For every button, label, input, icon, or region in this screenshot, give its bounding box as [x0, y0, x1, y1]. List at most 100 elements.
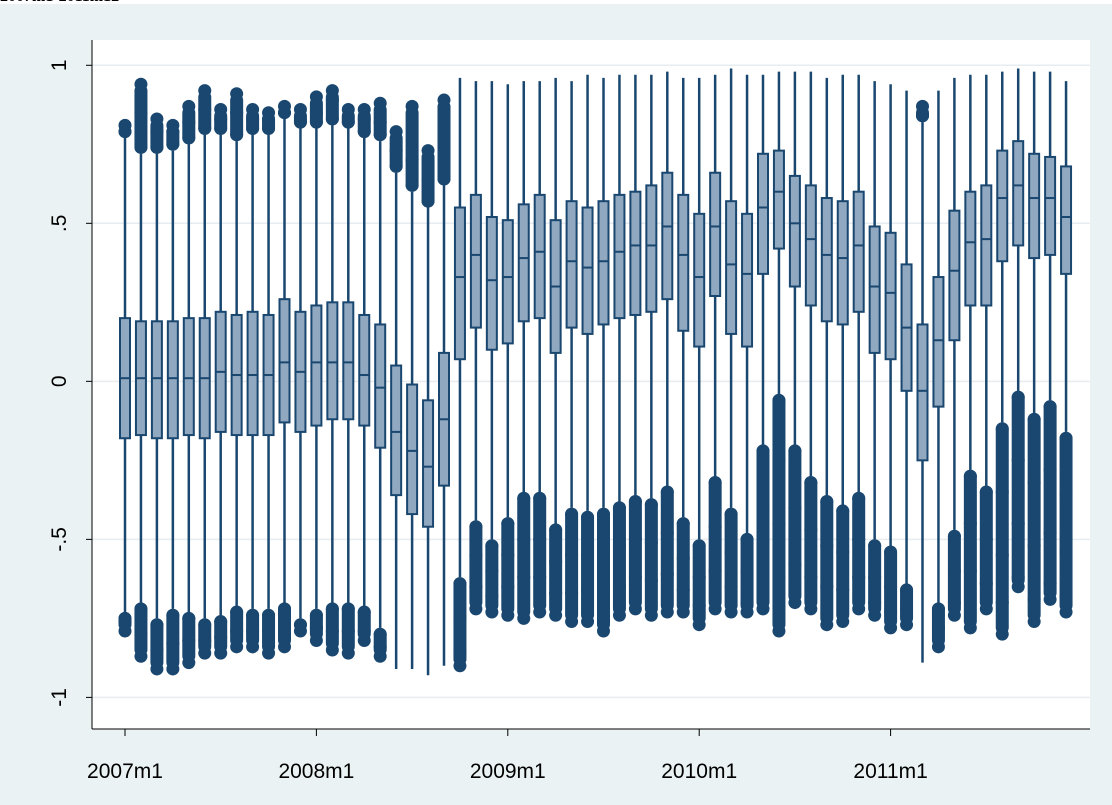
outlier-point: [931, 640, 945, 654]
outlier-point: [469, 548, 483, 562]
outlier-point: [341, 602, 355, 616]
outlier-point: [309, 106, 323, 120]
outlier-point: [628, 570, 642, 584]
outlier-point: [804, 570, 818, 584]
outlier-point: [979, 602, 993, 616]
boxes: [118, 68, 1073, 676]
outlier-point: [708, 602, 722, 616]
outlier-point: [979, 485, 993, 499]
outlier-point: [724, 580, 738, 594]
outlier-point: [214, 615, 228, 629]
outlier-point: [740, 605, 754, 619]
outlier-point: [150, 140, 164, 154]
outlier-point: [597, 548, 610, 562]
outlier-point: [230, 605, 244, 619]
box-2008m8: [421, 144, 435, 676]
outlier-point: [325, 643, 339, 657]
iqr-box: [772, 149, 785, 250]
outlier-stack: [565, 507, 579, 622]
outlier-stack: [517, 491, 531, 619]
box-2011m6: [963, 74, 977, 635]
outlier-point: [947, 529, 961, 543]
box-2010m7: [788, 71, 802, 610]
outlier-point: [453, 659, 467, 673]
outlier-stack: [612, 501, 626, 616]
outlier-point: [581, 583, 595, 597]
outlier-point: [214, 646, 228, 660]
outlier-point: [533, 605, 547, 619]
outlier-stack: [469, 520, 483, 609]
outlier-point: [836, 504, 850, 518]
outlier-point: [1011, 580, 1025, 594]
iqr-box: [996, 149, 1009, 263]
outlier-stack: [995, 422, 1009, 635]
outlier-point: [357, 605, 371, 619]
outlier-point: [612, 580, 626, 594]
outlier-point: [1027, 592, 1041, 606]
outlier-point: [772, 624, 786, 638]
outlier-point: [485, 605, 499, 619]
outlier-point: [262, 646, 276, 660]
outlier-stack: [836, 504, 850, 622]
outlier-point: [357, 634, 371, 648]
outlier-stack: [660, 485, 674, 613]
box-2007m4: [166, 118, 180, 676]
outlier-point: [182, 611, 196, 625]
outlier-point: [182, 131, 196, 145]
iqr-box: [932, 276, 945, 408]
iqr-box: [278, 298, 291, 424]
outlier-point: [947, 608, 961, 622]
outlier-point: [325, 602, 339, 616]
outlier-point: [373, 115, 387, 129]
outlier-point: [118, 118, 132, 132]
iqr-box: [166, 320, 179, 440]
outlier-point: [389, 159, 403, 173]
outlier-point: [963, 621, 977, 635]
outlier-point: [740, 564, 754, 578]
outlier-point: [628, 532, 642, 546]
page-title: 2007m1-2011m12: [0, 0, 119, 6]
outlier-point: [660, 485, 674, 499]
outlier-point: [995, 596, 1009, 610]
outlier-point: [1043, 526, 1057, 540]
outlier-point: [453, 646, 467, 660]
outlier-point: [724, 605, 738, 619]
outlier-point: [357, 624, 371, 638]
box-2007m7: [214, 103, 228, 660]
box-2009m11: [660, 71, 674, 619]
box-2009m4: [549, 77, 563, 622]
outlier-point: [278, 602, 291, 616]
outlier-point: [1043, 577, 1057, 591]
outlier-point: [836, 583, 850, 597]
outlier-point: [660, 567, 674, 581]
outlier-point: [230, 87, 244, 101]
outlier-point: [166, 137, 180, 151]
x-tick-label: 2007m1: [87, 760, 163, 783]
x-ticks: 2007m1 2008m1 2009m1 2010m1 2011m1: [87, 729, 928, 783]
outlier-point: [788, 444, 802, 458]
outlier-point: [676, 605, 690, 619]
outlier-point: [293, 115, 307, 129]
outlier-point: [485, 539, 499, 553]
outlier-point: [198, 121, 212, 135]
iqr-box: [1060, 165, 1073, 275]
outlier-point: [868, 539, 882, 553]
outlier-point: [150, 618, 164, 632]
iqr-box: [709, 171, 722, 298]
outlier-point: [916, 109, 929, 123]
outlier-point: [884, 605, 898, 619]
outlier-point: [134, 627, 148, 641]
box-2010m10: [836, 74, 850, 629]
outlier-point: [660, 605, 674, 619]
outlier-point: [644, 608, 658, 622]
iqr-box: [693, 212, 706, 348]
outlier-stack: [979, 485, 993, 609]
outlier-point: [692, 618, 706, 632]
outlier-point: [182, 115, 196, 129]
outlier-point: [852, 602, 866, 616]
box-2010m4: [740, 74, 754, 619]
outlier-point: [182, 99, 196, 113]
outlier-point: [820, 580, 834, 594]
x-tick-label: 2011m1: [853, 760, 927, 783]
box-2008m5: [373, 96, 387, 663]
